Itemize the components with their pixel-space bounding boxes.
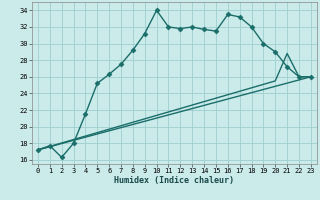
X-axis label: Humidex (Indice chaleur): Humidex (Indice chaleur) xyxy=(115,176,234,185)
